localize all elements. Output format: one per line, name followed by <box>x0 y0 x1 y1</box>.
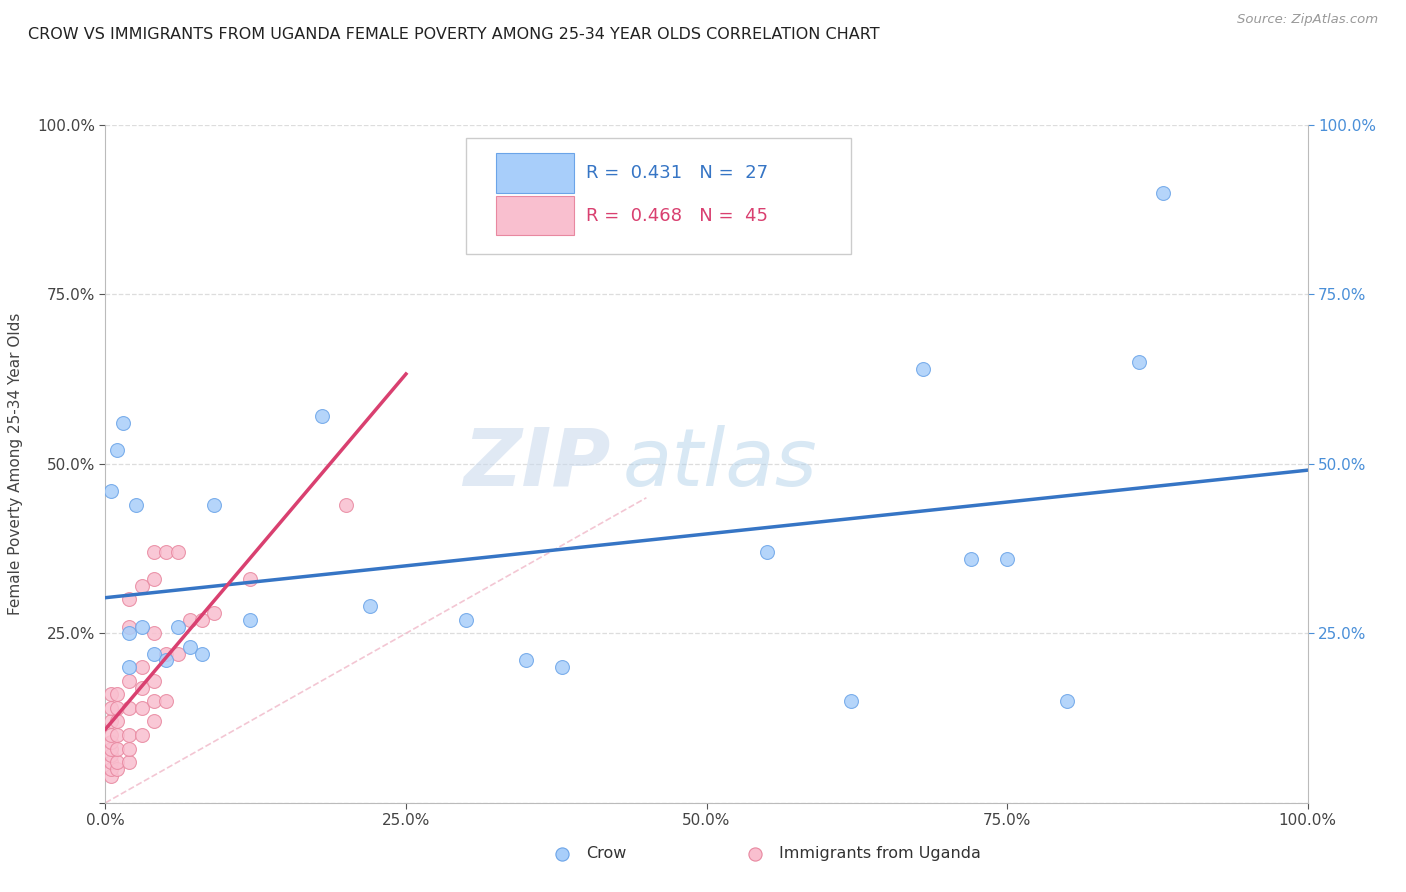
Point <box>142 545 165 559</box>
Point <box>100 714 122 729</box>
Point <box>755 545 778 559</box>
FancyBboxPatch shape <box>496 153 574 193</box>
Point <box>454 613 477 627</box>
Point <box>155 647 177 661</box>
Point <box>131 701 153 715</box>
Point <box>179 640 201 654</box>
Point <box>335 498 357 512</box>
Point <box>107 755 129 769</box>
Point <box>131 579 153 593</box>
Point <box>100 735 122 749</box>
Point <box>118 741 141 756</box>
Point <box>118 626 141 640</box>
Point <box>118 660 141 674</box>
Point <box>118 701 141 715</box>
Point <box>124 498 146 512</box>
Point <box>239 613 262 627</box>
Point <box>551 660 574 674</box>
Point <box>190 613 212 627</box>
Point <box>142 673 165 688</box>
Point <box>118 673 141 688</box>
Point <box>100 762 122 776</box>
Point <box>166 545 188 559</box>
Point <box>142 626 165 640</box>
Point <box>131 660 153 674</box>
Point <box>239 572 262 586</box>
Point <box>142 694 165 708</box>
Point <box>155 545 177 559</box>
Point <box>131 681 153 695</box>
Point <box>190 647 212 661</box>
Point <box>142 647 165 661</box>
Point <box>118 619 141 633</box>
FancyBboxPatch shape <box>496 196 574 235</box>
Text: R =  0.431   N =  27: R = 0.431 N = 27 <box>586 164 769 182</box>
Text: atlas: atlas <box>623 425 817 503</box>
Point <box>744 847 766 861</box>
Point <box>166 647 188 661</box>
Point <box>112 416 135 430</box>
Point <box>100 483 122 498</box>
Point <box>359 599 381 614</box>
Point <box>100 769 122 783</box>
Text: R =  0.468   N =  45: R = 0.468 N = 45 <box>586 207 768 225</box>
Point <box>118 728 141 742</box>
Point <box>202 606 225 620</box>
Point <box>1128 355 1150 369</box>
Text: Crow: Crow <box>586 847 627 861</box>
Point <box>960 551 983 566</box>
Point <box>155 653 177 667</box>
Point <box>100 755 122 769</box>
Point <box>100 748 122 763</box>
Point <box>515 653 537 667</box>
Point <box>166 619 188 633</box>
Y-axis label: Female Poverty Among 25-34 Year Olds: Female Poverty Among 25-34 Year Olds <box>8 313 22 615</box>
Point <box>311 409 333 424</box>
Point <box>131 619 153 633</box>
Point <box>107 741 129 756</box>
Point <box>142 572 165 586</box>
Point <box>107 443 129 458</box>
Point <box>155 694 177 708</box>
Point <box>107 762 129 776</box>
Point <box>839 694 862 708</box>
Point <box>995 551 1018 566</box>
Text: Immigrants from Uganda: Immigrants from Uganda <box>779 847 980 861</box>
Point <box>118 592 141 607</box>
FancyBboxPatch shape <box>465 138 851 253</box>
Text: ZIP: ZIP <box>463 425 610 503</box>
Point <box>1056 694 1078 708</box>
Point <box>142 714 165 729</box>
Point <box>107 728 129 742</box>
Point <box>100 687 122 701</box>
Point <box>202 498 225 512</box>
Point <box>100 701 122 715</box>
Point <box>1152 186 1174 200</box>
Point <box>179 613 201 627</box>
Point <box>107 701 129 715</box>
Point <box>100 728 122 742</box>
Point <box>107 687 129 701</box>
Text: CROW VS IMMIGRANTS FROM UGANDA FEMALE POVERTY AMONG 25-34 YEAR OLDS CORRELATION : CROW VS IMMIGRANTS FROM UGANDA FEMALE PO… <box>28 27 880 42</box>
Text: Source: ZipAtlas.com: Source: ZipAtlas.com <box>1237 13 1378 27</box>
Point <box>911 362 934 376</box>
Point <box>100 741 122 756</box>
Point <box>107 714 129 729</box>
Point <box>551 847 574 861</box>
Point <box>118 755 141 769</box>
Point <box>131 728 153 742</box>
